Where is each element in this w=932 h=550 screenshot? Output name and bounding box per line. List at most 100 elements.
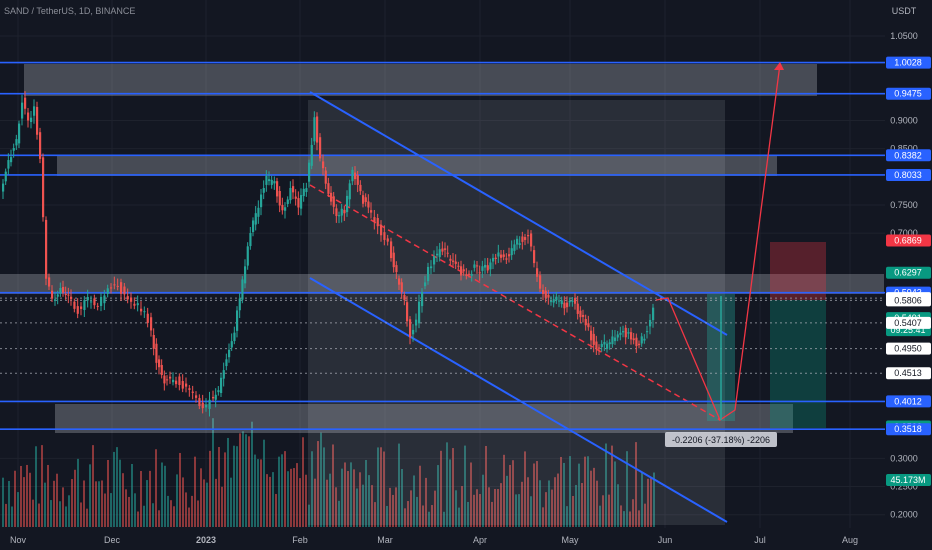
volume-bar xyxy=(584,456,586,527)
price-tag xyxy=(886,423,931,436)
candle-body xyxy=(544,290,547,298)
candle-body xyxy=(133,303,136,306)
volume-bar xyxy=(389,487,391,527)
volume-bar xyxy=(176,474,178,527)
time-label: Feb xyxy=(292,535,308,545)
volume-bar xyxy=(11,506,13,527)
volume-bar xyxy=(308,504,310,527)
volume-bar xyxy=(134,493,136,527)
volume-bar xyxy=(464,445,466,527)
volume-bar xyxy=(71,479,73,527)
candle-body xyxy=(611,336,614,345)
volume-bar xyxy=(14,470,16,527)
candle-body xyxy=(579,310,582,318)
volume-bar xyxy=(488,487,490,527)
candle-body xyxy=(370,210,373,213)
candle-body xyxy=(622,331,625,333)
candle-body xyxy=(552,299,555,303)
candle-body xyxy=(643,338,646,341)
candle-body xyxy=(228,349,231,358)
volume-bar xyxy=(122,473,124,527)
volume-bar xyxy=(404,508,406,527)
volume-bar xyxy=(596,480,598,527)
volume-bar xyxy=(251,421,253,527)
candle-body xyxy=(430,266,433,269)
candle-body xyxy=(481,266,484,271)
volume-bar xyxy=(236,446,238,527)
volume-bar xyxy=(620,505,622,527)
price-tag-label: 0.8382 xyxy=(894,150,922,160)
volume-bar xyxy=(74,469,76,527)
candle-body xyxy=(574,298,577,304)
candle-body xyxy=(222,370,225,379)
candle-body xyxy=(152,335,155,349)
candle-body xyxy=(433,256,436,265)
volume-bar xyxy=(311,451,313,527)
volume-bar xyxy=(383,451,385,527)
candle-body xyxy=(225,359,228,367)
volume-bar xyxy=(335,487,337,527)
candle-body xyxy=(632,338,635,341)
volume-bar xyxy=(29,472,31,527)
volume-bar xyxy=(371,485,373,527)
candle-body xyxy=(136,303,139,306)
candle-body xyxy=(571,300,574,302)
volume-bar xyxy=(83,480,85,527)
candle-body xyxy=(330,192,333,202)
volume-bar xyxy=(32,499,34,527)
candle-body xyxy=(527,234,530,237)
candle-body xyxy=(18,123,21,144)
volume-bar xyxy=(569,456,571,527)
candle-body xyxy=(90,301,93,303)
volume-bar xyxy=(437,465,439,527)
candle-body xyxy=(619,332,622,335)
price-tag xyxy=(886,56,931,69)
candle-body xyxy=(286,199,289,204)
volume-bar xyxy=(359,472,361,527)
candle-body xyxy=(205,404,208,408)
candle-body xyxy=(635,337,638,347)
price-tag-label: 0.4012 xyxy=(894,396,922,406)
volume-bar xyxy=(206,482,208,527)
candle-body xyxy=(120,282,123,294)
volume-bar xyxy=(653,472,655,527)
candle-body xyxy=(484,264,487,268)
volume-bar xyxy=(446,442,448,527)
candle-body xyxy=(390,241,393,259)
candle-body xyxy=(460,266,463,276)
volume-bar xyxy=(119,459,121,527)
volume-bar xyxy=(617,484,619,527)
volume-bar xyxy=(455,490,457,527)
volume-bar xyxy=(356,488,358,527)
volume-bar xyxy=(284,451,286,527)
volume-bar xyxy=(440,450,442,527)
volume-bar xyxy=(104,493,106,527)
time-axis[interactable]: Nov Dec 2023 Feb Mar Apr May Jun Jul Aug xyxy=(0,528,885,550)
candle-body xyxy=(100,296,103,306)
candle-body xyxy=(521,236,524,242)
time-label: Jun xyxy=(658,535,673,545)
candle-body xyxy=(305,188,308,193)
volume-bar xyxy=(425,477,427,527)
candle-body xyxy=(386,238,389,242)
descending-channel xyxy=(309,91,728,523)
time-axis-panel xyxy=(0,528,885,550)
candle-body xyxy=(348,183,351,200)
candle-body xyxy=(351,169,354,182)
volume-bar xyxy=(545,492,547,527)
volume-bar xyxy=(608,494,610,527)
candle-body xyxy=(195,395,198,398)
volume-tag-label: 45.173M xyxy=(890,475,925,485)
volume-bar xyxy=(203,479,205,527)
candle-body xyxy=(624,327,627,338)
volume-bar xyxy=(419,465,421,527)
candle-body xyxy=(438,249,441,258)
candle-body xyxy=(627,332,630,334)
volume-bar xyxy=(539,480,541,527)
zone-rectangle xyxy=(308,100,725,525)
candle-body xyxy=(39,132,42,159)
price-tag-label: 1.0028 xyxy=(894,58,922,68)
volume-bar xyxy=(530,496,532,527)
candle-body xyxy=(489,262,492,270)
